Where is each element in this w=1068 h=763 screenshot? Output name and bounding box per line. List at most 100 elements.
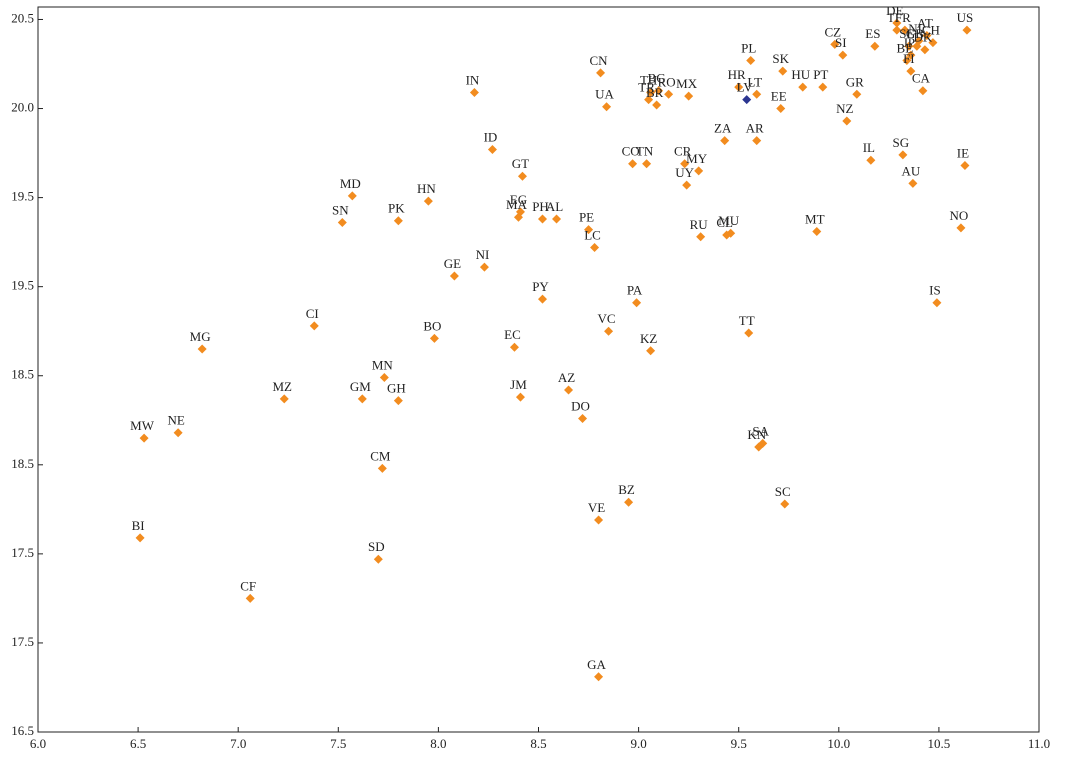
point (393, 396, 403, 406)
point-label: SK (772, 51, 789, 66)
point-label: TR (638, 80, 655, 95)
point (746, 55, 756, 65)
point (752, 136, 762, 146)
point (906, 66, 916, 76)
point (680, 159, 690, 169)
point (377, 463, 387, 473)
point-label: BE (897, 40, 914, 55)
point (393, 216, 403, 226)
point (720, 136, 730, 146)
point-label: MD (340, 176, 361, 191)
point (632, 298, 642, 308)
point-label: UA (595, 87, 614, 102)
point-label: SD (368, 539, 385, 554)
point-label: GH (387, 381, 406, 396)
x-tick-label: 10.0 (827, 736, 850, 751)
point-label: EG (510, 192, 527, 207)
point-label: SE (899, 26, 914, 41)
point (742, 95, 752, 105)
point (279, 394, 289, 404)
point-label: IL (863, 140, 875, 155)
x-tick-label: 10.5 (928, 736, 951, 751)
point-label: AT (917, 15, 933, 30)
point (538, 294, 548, 304)
point-label: EE (771, 89, 787, 104)
point (838, 50, 848, 60)
point (652, 100, 662, 110)
point (309, 321, 319, 331)
point-label: NE (167, 413, 184, 428)
point (684, 91, 694, 101)
point (830, 39, 840, 49)
point (920, 45, 930, 55)
plot-frame (37, 6, 1040, 733)
point-label: GM (350, 379, 371, 394)
point-label: IS (929, 283, 941, 298)
point (517, 171, 527, 181)
point-label: PK (388, 201, 405, 216)
point-label: DK (913, 30, 932, 45)
point (135, 533, 145, 543)
x-tick-label: 8.0 (430, 736, 446, 751)
point-label: JM (510, 377, 527, 392)
point (449, 271, 459, 281)
x-tick-label: 6.5 (130, 736, 146, 751)
point (780, 499, 790, 509)
point (908, 178, 918, 188)
y-tick-label: 17.5 (11, 545, 34, 560)
point (694, 166, 704, 176)
point-label: SG (893, 135, 910, 150)
point (552, 214, 562, 224)
point-label: MT (805, 211, 825, 226)
point-label: CI (306, 306, 319, 321)
point-label: DO (571, 398, 590, 413)
point (642, 159, 652, 169)
point-label: NZ (836, 101, 853, 116)
point (752, 89, 762, 99)
point (898, 150, 908, 160)
point (654, 86, 664, 96)
point-label: TN (636, 144, 654, 159)
point-label: HN (417, 181, 436, 196)
point-label: CO (622, 144, 640, 159)
point (892, 18, 902, 28)
point-label: IN (466, 72, 480, 87)
point-label: SA (752, 423, 769, 438)
point-label: BO (423, 318, 441, 333)
point-label: US (957, 10, 974, 25)
point (624, 497, 634, 507)
point-label: RO (658, 74, 676, 89)
point (906, 50, 916, 60)
point-label: KZ (640, 331, 657, 346)
point (892, 25, 902, 35)
point (842, 116, 852, 126)
y-tick-label: 19.5 (11, 278, 34, 293)
point (900, 25, 910, 35)
point-label: CH (922, 23, 940, 38)
point-label: PL (741, 40, 756, 55)
y-tick-label: 20.5 (11, 10, 34, 25)
point-label: ES (865, 26, 880, 41)
point-label: MU (718, 213, 740, 228)
point-label: CZ (824, 24, 841, 39)
point-label: IT (889, 10, 901, 25)
point (754, 442, 764, 452)
point-label: CN (590, 53, 609, 68)
point-label: MG (190, 329, 211, 344)
point (902, 55, 912, 65)
point (173, 428, 183, 438)
point-label: TH (640, 72, 657, 87)
point-label: NI (476, 247, 490, 262)
point-label: IE (957, 146, 969, 161)
point-label: VE (588, 500, 605, 515)
point-label: RU (690, 217, 709, 232)
point (604, 326, 614, 336)
point (594, 672, 604, 682)
point (596, 68, 606, 78)
point-label: MA (506, 197, 528, 212)
point (578, 413, 588, 423)
point (812, 226, 822, 236)
x-tick-label: 11.0 (1028, 736, 1050, 751)
point-label: GA (587, 657, 606, 672)
